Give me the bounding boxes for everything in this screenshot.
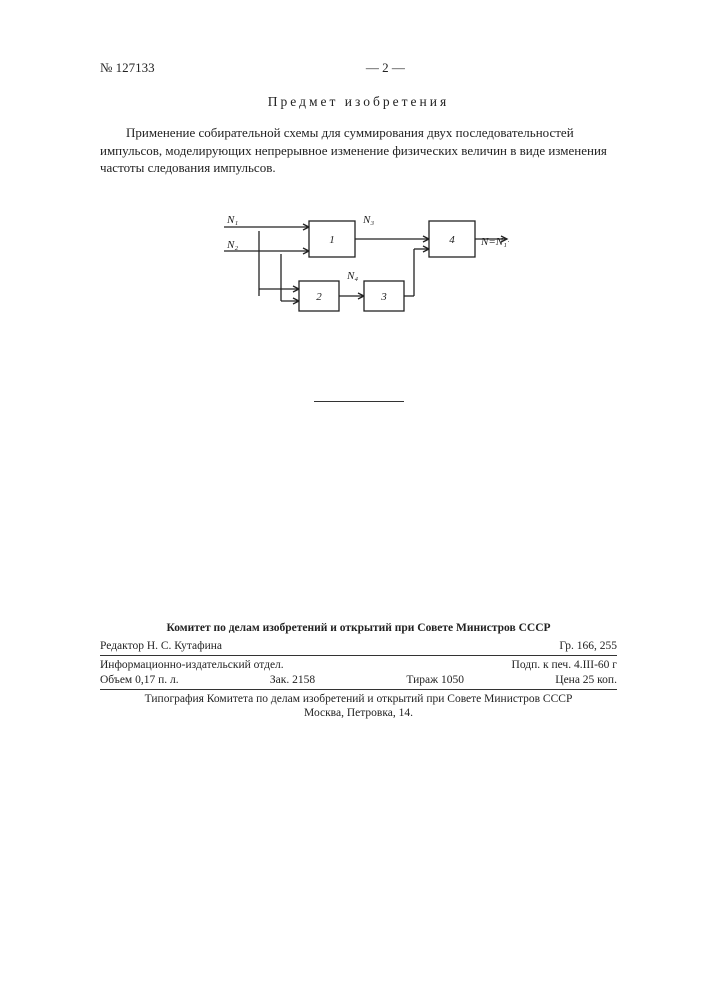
block-diagram: 1 2 3 4 N₁ N₂ N₃ N₄ N=N₁+N₂ <box>100 201 617 341</box>
svg-text:2: 2 <box>316 291 322 303</box>
divider <box>314 401 404 402</box>
svg-text:N₂: N₂ <box>226 239 238 251</box>
order-no: Зак. 2158 <box>270 674 315 686</box>
address-line: Москва, Петровка, 14. <box>100 707 617 719</box>
header: № 127133 — 2 — <box>100 60 617 76</box>
body-paragraph: Применение собирательной схемы для сумми… <box>100 124 617 177</box>
svg-text:3: 3 <box>380 291 387 303</box>
svg-text:N₃: N₃ <box>362 214 374 226</box>
svg-text:1: 1 <box>329 234 335 246</box>
section-title: Предмет изобретения <box>100 94 617 110</box>
print-run: Тираж 1050 <box>406 674 464 686</box>
info-dept: Информационно-издательский отдел. <box>100 659 284 671</box>
typography-line: Типография Комитета по делам изобретений… <box>100 693 617 705</box>
page-marker: — 2 — <box>366 60 405 76</box>
committee-line: Комитет по делам изобретений и открытий … <box>100 622 617 634</box>
footer: Комитет по делам изобретений и открытий … <box>100 622 617 719</box>
print-date: Подп. к печ. 4.III-60 г <box>512 659 617 671</box>
svg-text:N=N₁+N₂: N=N₁+N₂ <box>480 236 509 248</box>
svg-text:N₁: N₁ <box>226 214 238 226</box>
volume: Объем 0,17 п. л. <box>100 674 179 686</box>
editor-left: Редактор Н. С. Кутафина <box>100 640 222 652</box>
editor-right: Гр. 166, 255 <box>559 640 617 652</box>
price: Цена 25 коп. <box>555 674 617 686</box>
svg-text:4: 4 <box>449 234 455 246</box>
block-diagram-svg: 1 2 3 4 N₁ N₂ N₃ N₄ N=N₁+N₂ <box>209 201 509 341</box>
doc-number: № 127133 <box>100 60 155 76</box>
svg-text:N₄: N₄ <box>346 270 358 282</box>
